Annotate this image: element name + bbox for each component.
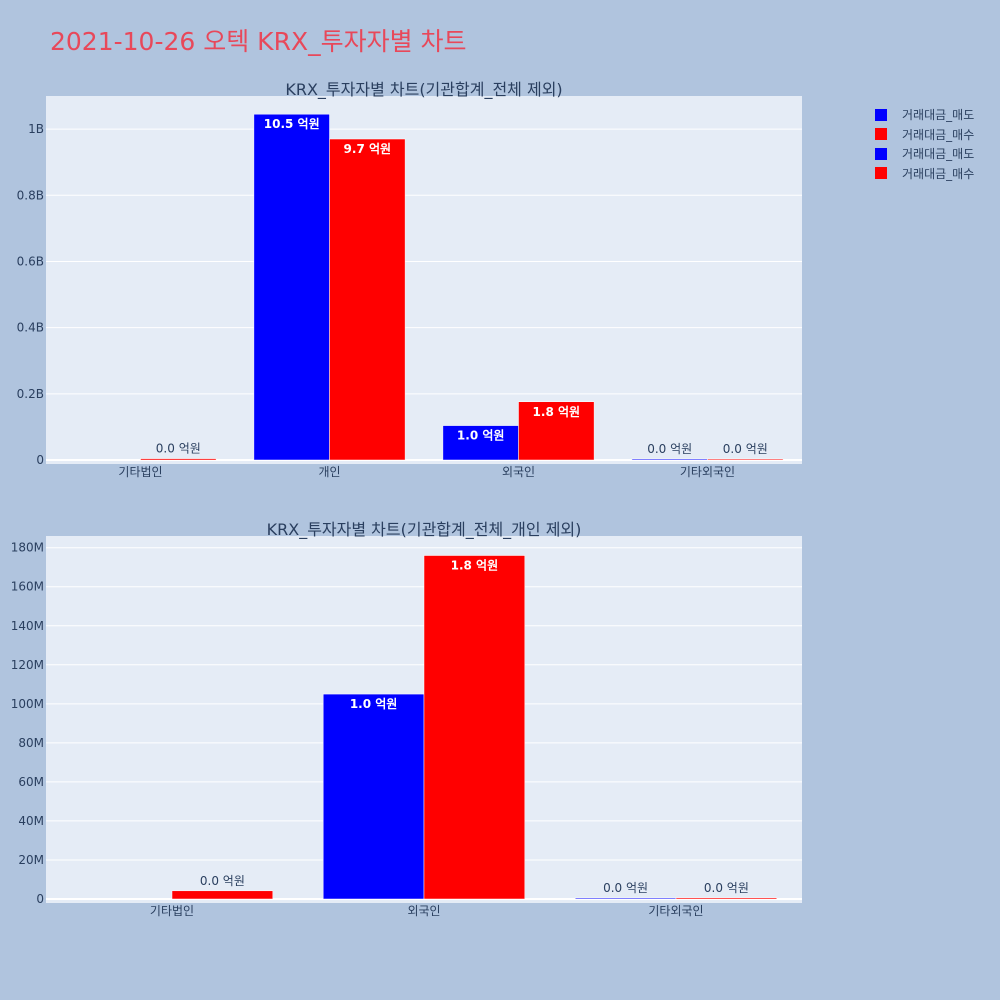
sell-bar xyxy=(322,693,425,900)
legend-label: 거래대금_매수 xyxy=(902,166,975,181)
legend-swatch-buy xyxy=(875,128,887,141)
data-label: 1.0 억원 xyxy=(350,697,398,711)
y-tick-label: 140M xyxy=(11,619,44,633)
data-label: 10.5 억원 xyxy=(264,117,320,131)
y-tick-label: 1B xyxy=(28,122,44,136)
buy-bar xyxy=(423,555,526,900)
y-tick-label: 80M xyxy=(18,736,44,750)
x-tick-label: 외국인 xyxy=(502,465,535,479)
buy-bar xyxy=(675,897,778,900)
legend-swatch-buy xyxy=(875,167,887,180)
x-tick-label: 기타법인 xyxy=(150,904,194,918)
y-tick-label: 160M xyxy=(11,580,44,594)
legend-label: 거래대금_매수 xyxy=(902,127,975,142)
y-tick-label: 0.6B xyxy=(17,254,44,268)
data-label: 1.8 억원 xyxy=(451,559,499,573)
legend-item-buy[interactable]: 거래대금_매수 xyxy=(875,125,974,145)
y-tick-label: 60M xyxy=(18,775,44,789)
legend-item-sell[interactable]: 거래대금_매도 xyxy=(875,105,974,125)
buy-bar xyxy=(329,138,406,461)
x-tick-label: 외국인 xyxy=(407,904,440,918)
legend-label: 거래대금_매도 xyxy=(902,108,975,123)
legend[interactable]: 거래대금_매도 거래대금_매수 거래대금_매도 거래대금_매수 xyxy=(875,105,974,183)
plot-area xyxy=(46,96,802,464)
data-label: 0.0 억원 xyxy=(704,881,749,895)
y-tick-label: 180M xyxy=(11,541,44,555)
data-label: 1.0 억원 xyxy=(457,429,505,443)
y-tick-label: 0 xyxy=(36,453,44,467)
x-tick-label: 기타법인 xyxy=(118,465,162,479)
data-label: 0.0 억원 xyxy=(647,442,692,456)
data-label: 0.0 억원 xyxy=(156,442,201,456)
legend-swatch-sell xyxy=(875,108,887,121)
data-label: 0.0 억원 xyxy=(603,881,648,895)
chart-title: KRX_투자자별 차트(기관합계_전체 제외) xyxy=(285,80,562,100)
y-tick-label: 0.4B xyxy=(17,321,44,335)
sell-bar xyxy=(253,113,330,461)
buy-bar xyxy=(140,458,217,461)
y-tick-label: 40M xyxy=(18,814,44,828)
data-label: 1.8 억원 xyxy=(533,405,581,419)
x-tick-label: 기타외국인 xyxy=(680,465,735,479)
y-tick-label: 0.8B xyxy=(17,188,44,202)
sell-bar xyxy=(574,897,677,900)
chart-title: KRX_투자자별 차트(기관합계_전체_개인 제외) xyxy=(267,520,582,540)
data-label: 9.7 억원 xyxy=(344,142,392,156)
sell-bar xyxy=(631,458,708,461)
data-label: 0.0 억원 xyxy=(723,442,768,456)
legend-item-buy[interactable]: 거래대금_매수 xyxy=(875,164,974,184)
legend-swatch-sell xyxy=(875,147,887,160)
y-tick-label: 120M xyxy=(11,658,44,672)
buy-bar xyxy=(518,401,595,461)
legend-label: 거래대금_매도 xyxy=(902,147,975,162)
legend-item-sell[interactable]: 거래대금_매도 xyxy=(875,144,974,164)
page-title: 2021-10-26 오텍 KRX_투자자별 차트 xyxy=(50,27,467,56)
buy-bar xyxy=(707,458,784,461)
y-tick-label: 0.2B xyxy=(17,387,44,401)
y-tick-label: 20M xyxy=(18,853,44,867)
x-tick-label: 개인 xyxy=(318,465,340,479)
data-label: 0.0 억원 xyxy=(200,874,245,888)
y-tick-label: 0 xyxy=(36,892,44,906)
buy-bar xyxy=(171,890,274,900)
x-tick-label: 기타외국인 xyxy=(648,904,703,918)
y-tick-label: 100M xyxy=(11,697,44,711)
